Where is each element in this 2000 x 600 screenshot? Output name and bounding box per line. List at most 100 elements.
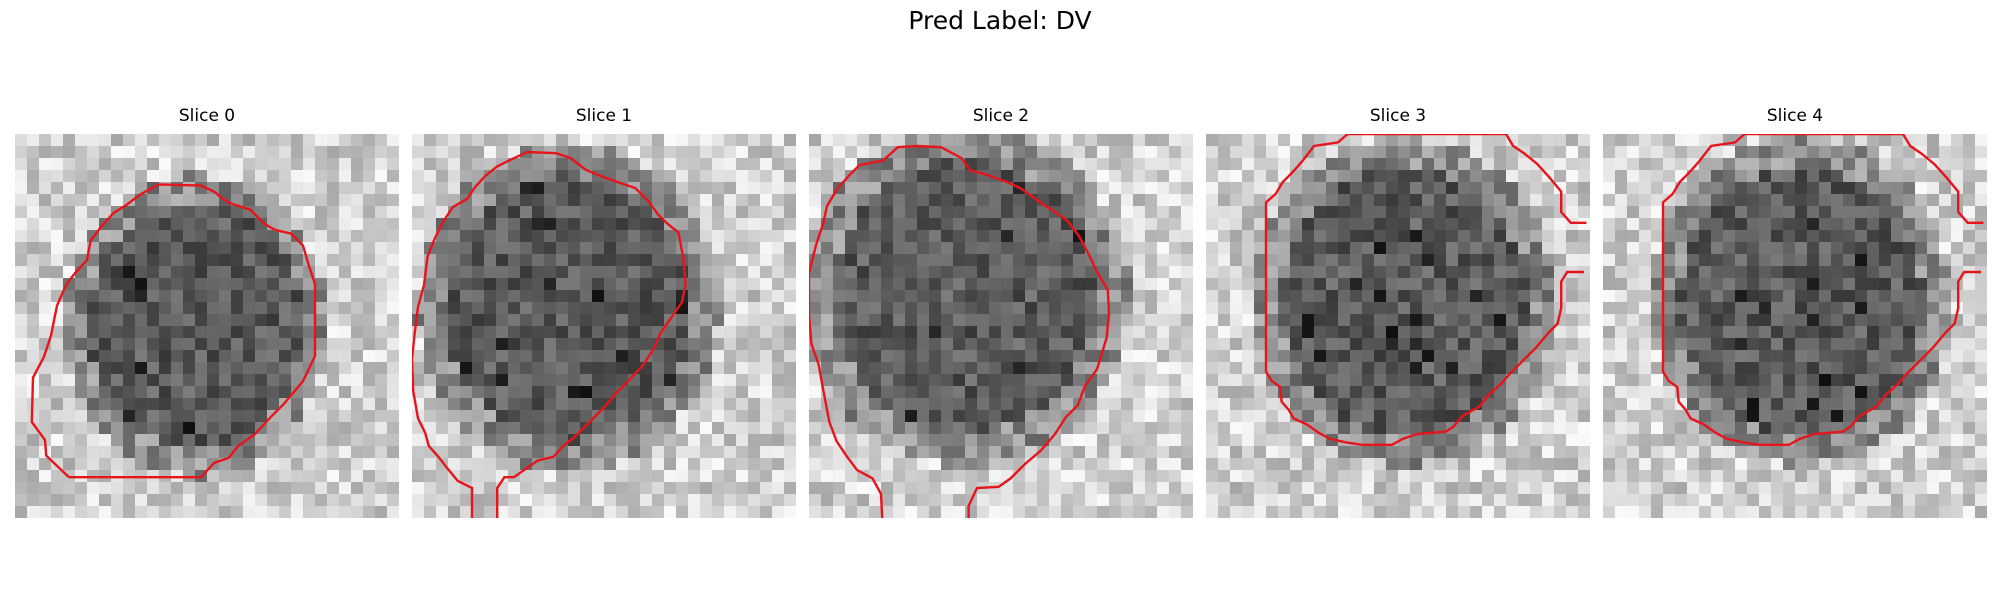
pixel [760, 134, 773, 147]
pixel [1278, 506, 1291, 518]
pixel [664, 362, 677, 375]
pixel [821, 494, 834, 507]
pixel [375, 470, 388, 483]
pixel [1723, 446, 1736, 459]
pixel [857, 410, 870, 423]
pixel [965, 482, 978, 495]
pixel [1603, 338, 1616, 351]
pixel [845, 338, 858, 351]
pixel [893, 434, 906, 447]
pixel [291, 362, 304, 375]
pixel [1338, 182, 1351, 195]
pixel [339, 350, 352, 363]
pixel [291, 494, 304, 507]
pixel [941, 506, 954, 518]
pixel [1458, 278, 1471, 291]
pixel [424, 362, 437, 375]
pixel [39, 146, 52, 159]
pixel [363, 206, 376, 219]
pixel [195, 194, 208, 207]
pixel [1963, 374, 1976, 387]
pixel [556, 386, 569, 399]
pixel [1374, 338, 1387, 351]
pixel [532, 398, 545, 411]
pixel [821, 182, 834, 195]
pixel [1254, 182, 1267, 195]
pixel [27, 218, 40, 231]
pixel [1145, 338, 1158, 351]
pixel [1218, 482, 1231, 495]
pixel [219, 314, 232, 327]
pixel [1518, 326, 1531, 339]
pixel [1506, 350, 1519, 363]
pixel [700, 230, 713, 243]
pixel [99, 242, 112, 255]
pixel [760, 482, 773, 495]
pixel [724, 242, 737, 255]
pixel [1350, 482, 1363, 495]
pixel [1903, 290, 1916, 303]
pixel [532, 386, 545, 399]
pixel [664, 338, 677, 351]
pixel [291, 386, 304, 399]
pixel [219, 446, 232, 459]
pixel [1458, 206, 1471, 219]
pixel [279, 410, 292, 423]
pixel [809, 218, 822, 231]
pixel [1663, 326, 1676, 339]
pixel [1085, 338, 1098, 351]
pixel [1434, 326, 1447, 339]
pixel [736, 386, 749, 399]
pixel [989, 338, 1002, 351]
pixel [1759, 398, 1772, 411]
pixel [339, 290, 352, 303]
pixel [484, 374, 497, 387]
pixel [1013, 278, 1026, 291]
pixel [1807, 374, 1820, 387]
pixel [821, 434, 834, 447]
pixel [712, 470, 725, 483]
pixel [640, 182, 653, 195]
pixel [616, 434, 629, 447]
pixel [508, 494, 521, 507]
pixel [303, 302, 316, 315]
pixel [1398, 254, 1411, 267]
pixel [1446, 374, 1459, 387]
pixel [1759, 338, 1772, 351]
pixel [111, 194, 124, 207]
pixel [1903, 182, 1916, 195]
pixel [893, 134, 906, 147]
pixel [1939, 206, 1952, 219]
pixel [1807, 314, 1820, 327]
pixel [772, 494, 785, 507]
pixel [1975, 278, 1987, 291]
pixel [1338, 350, 1351, 363]
pixel [412, 470, 425, 483]
pixel [1651, 194, 1664, 207]
pixel [1013, 290, 1026, 303]
pixel [1963, 194, 1976, 207]
pixel [123, 134, 136, 147]
pixel [1939, 314, 1952, 327]
pixel [748, 470, 761, 483]
pixel [772, 350, 785, 363]
pixel [39, 326, 52, 339]
pixel [640, 410, 653, 423]
pixel [1819, 338, 1832, 351]
pixel [580, 470, 593, 483]
pixel [460, 134, 473, 147]
pixel [1578, 326, 1590, 339]
pixel [556, 494, 569, 507]
pixel [640, 374, 653, 387]
pixel [1037, 350, 1050, 363]
pixel [905, 170, 918, 183]
pixel [472, 302, 485, 315]
pixel [1302, 230, 1315, 243]
pixel [953, 422, 966, 435]
pixel [183, 434, 196, 447]
pixel [724, 410, 737, 423]
pixel [941, 482, 954, 495]
pixel [183, 398, 196, 411]
pixel [676, 170, 689, 183]
pixel [1434, 290, 1447, 303]
